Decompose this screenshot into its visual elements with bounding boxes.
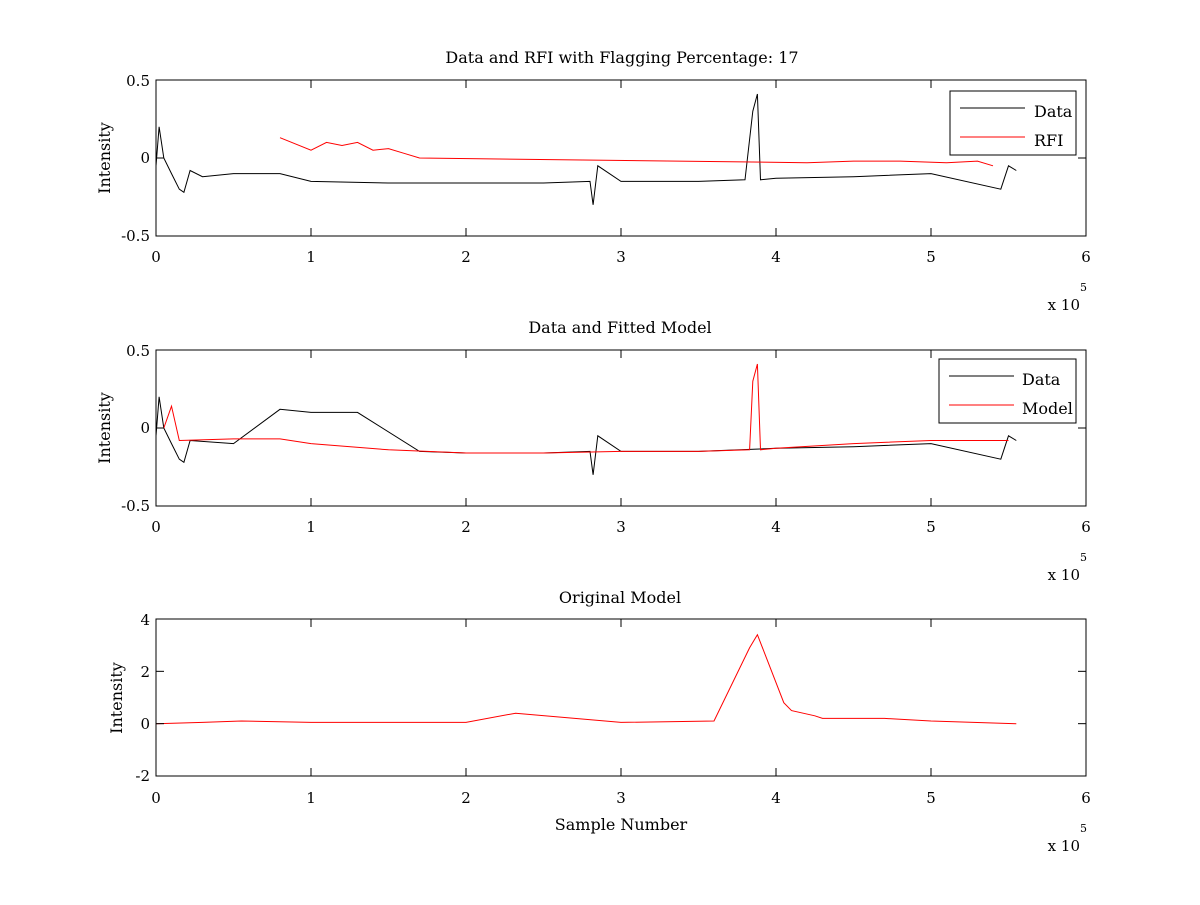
panel-1-x-multiplier: x 10 — [1048, 296, 1080, 314]
panel-3-model-trace — [155, 633, 1017, 725]
panel-1-xtick-label: 3 — [616, 248, 626, 266]
panel-1-data-trace — [155, 93, 1017, 205]
panel-3-xtick-label: 4 — [771, 789, 781, 807]
panel-3-title: Original Model — [559, 588, 681, 607]
panel-2-model-trace — [156, 363, 1009, 454]
panel-3-xtick-label: 3 — [616, 789, 626, 807]
panel-1-xtick-label: 2 — [461, 248, 471, 266]
panel-1-title: Data and RFI with Flagging Percentage: 1… — [445, 48, 798, 67]
panel-1-xtick-label: 5 — [926, 248, 936, 266]
panel-2-x-multiplier: x 10 — [1048, 566, 1080, 584]
legend-label-rfi: RFI — [1034, 131, 1063, 150]
panel-1-xtick-label: 6 — [1081, 248, 1091, 266]
panel-3-xtick-label: 5 — [926, 789, 936, 807]
panel-2-xtick-label: 2 — [461, 518, 471, 536]
series-line-rfi-trace — [279, 137, 994, 167]
panel-3-xtick-label: 2 — [461, 789, 471, 807]
panel-1-ytick-label: -0.5 — [121, 227, 150, 245]
panel-3-ticks — [155, 618, 1087, 777]
panel-2-data-trace — [155, 396, 1017, 475]
panel-1-ticks — [155, 79, 1087, 237]
panel-3-axes-box — [155, 618, 1087, 777]
panel-1-xtick-label: 1 — [306, 248, 316, 266]
panel-1-ylabel: Intensity — [95, 122, 114, 194]
legend-label-data: Data — [1034, 102, 1073, 121]
panel-1-legend: Data RFI — [949, 90, 1077, 156]
panel-3-ytick-label: -2 — [135, 767, 150, 785]
series-line-data-trace — [155, 396, 1017, 475]
legend-label-data: Data — [1022, 370, 1061, 389]
panel-3-x-multiplier-exponent: 5 — [1080, 822, 1087, 835]
panel-2-ytick-label: -0.5 — [121, 497, 150, 515]
panel-2-ylabel: Intensity — [95, 392, 114, 464]
panel-2-ytick-label: 0.5 — [126, 342, 150, 360]
panel-3-ylabel: Intensity — [107, 662, 126, 734]
panel-2-xtick-label: 4 — [771, 518, 781, 536]
panel-1-xtick-label: 0 — [151, 248, 161, 266]
panel-1-axes-box — [155, 79, 1087, 237]
panel-1-ytick-label: 0.5 — [126, 72, 150, 90]
panel-2-title: Data and Fitted Model — [528, 318, 711, 337]
series-line-model-trace — [156, 363, 1009, 454]
panel-2-x-multiplier-exponent: 5 — [1080, 551, 1087, 564]
series-line-data-trace — [155, 93, 1017, 205]
panel-2-xtick-label: 1 — [306, 518, 316, 536]
panel-2-ytick-label: 0 — [140, 419, 150, 437]
series-line-model-trace — [155, 633, 1017, 725]
panel-2: Data and Fitted Model -0.5 0 0.5 0 1 2 3… — [95, 318, 1091, 584]
panel-2-ticks — [155, 349, 1087, 507]
panel-3-xlabel: Sample Number — [555, 815, 688, 834]
panel-3: Original Model -2 0 2 4 0 1 2 3 4 5 6 Sa… — [107, 588, 1091, 855]
panel-3-x-multiplier: x 10 — [1048, 837, 1080, 855]
panel-1-ytick-label: 0 — [140, 149, 150, 167]
panel-3-ytick-label: 2 — [140, 663, 150, 681]
panel-2-xtick-label: 6 — [1081, 518, 1091, 536]
panel-2-xtick-label: 5 — [926, 518, 936, 536]
panel-1-rfi-trace — [279, 137, 994, 167]
panel-3-ytick-label: 0 — [140, 715, 150, 733]
panel-3-xtick-label: 6 — [1081, 789, 1091, 807]
panel-2-xtick-label: 3 — [616, 518, 626, 536]
panel-1-x-multiplier-exponent: 5 — [1080, 281, 1087, 294]
panel-3-xtick-label: 0 — [151, 789, 161, 807]
panel-1: Data and RFI with Flagging Percentage: 1… — [95, 48, 1091, 314]
panel-1-xtick-label: 4 — [771, 248, 781, 266]
panel-2-legend: Data Model — [938, 358, 1077, 424]
legend-label-model: Model — [1022, 399, 1073, 418]
panel-2-xtick-label: 0 — [151, 518, 161, 536]
panel-3-xtick-label: 1 — [306, 789, 316, 807]
panel-3-ytick-label: 4 — [140, 611, 150, 629]
